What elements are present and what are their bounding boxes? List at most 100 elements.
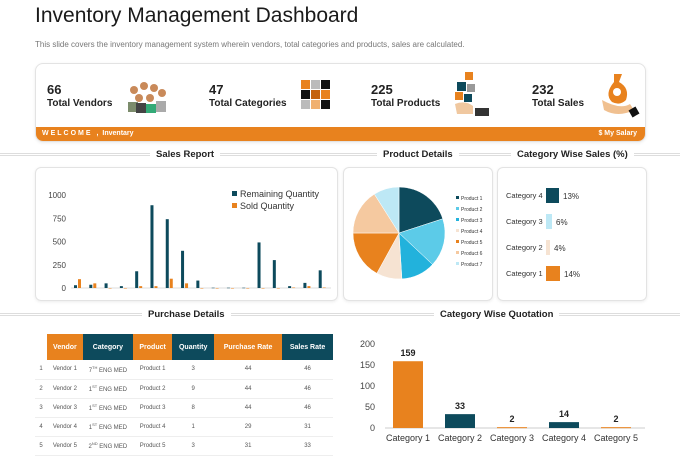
purchase-rate-cell: 44 xyxy=(214,379,283,399)
table-header-row: Vendor Category Product Quantity Purchas… xyxy=(35,334,333,360)
welcome-text: WELCOME , xyxy=(42,130,101,137)
bar-sold-quantity xyxy=(200,288,204,289)
y-tick-label: 0 xyxy=(62,284,67,293)
category-suffix: TH xyxy=(92,364,98,370)
category-name: ENG MED xyxy=(98,406,127,412)
section-title-sales-report: Sales Report xyxy=(150,149,221,160)
product-cell: Product 2 xyxy=(132,379,173,399)
bar-value-label: 33 xyxy=(455,401,465,411)
section-title-purchase-details: Purchase Details xyxy=(142,309,231,320)
pie-slice xyxy=(352,193,400,234)
category-cell: 2ND ENG MED xyxy=(82,436,133,456)
bar-remaining-quantity xyxy=(74,285,77,288)
row-index: 4 xyxy=(35,417,47,437)
table-row: 3 Vendor 3 1ST ENG MED Product 3 8 44 46 xyxy=(35,398,333,418)
quotation-bar xyxy=(497,427,527,429)
quantity-cell: 9 xyxy=(172,379,215,399)
column-header: Purchase Rate xyxy=(214,334,283,360)
y-tick-label: 1000 xyxy=(48,191,66,200)
category-number: 2 xyxy=(88,444,92,450)
legend-swatch xyxy=(456,251,459,254)
divider xyxy=(0,313,680,316)
category-name: ENG MED xyxy=(98,387,127,393)
legend-label: Product 5 xyxy=(461,240,483,246)
vendor-cell: Vendor 4 xyxy=(47,417,83,437)
table-row: 4 Vendor 4 1ST ENG MED Product 4 1 29 31 xyxy=(35,417,333,437)
category-name: ENG MED xyxy=(98,425,127,431)
bar-remaining-quantity xyxy=(272,260,276,288)
people-group-icon xyxy=(128,82,166,113)
product-cell: Product 3 xyxy=(132,398,173,418)
category-value: 6% xyxy=(556,218,568,227)
bar-remaining-quantity xyxy=(119,286,123,288)
x-tick-label: Category 1 xyxy=(386,433,430,443)
category-cell: 1ST ENG MED xyxy=(82,379,133,399)
kpi-sales: 232 Total Sales xyxy=(532,82,584,109)
kpi-value: 66 xyxy=(47,82,62,97)
category-suffix: ST xyxy=(92,384,98,389)
legend-label: Product 7 xyxy=(461,262,483,268)
bar-sold-quantity xyxy=(215,288,219,289)
kpi-card: 66 Total Vendors 47 Total Categories 225 To… xyxy=(35,63,646,142)
category-name: ENG MED xyxy=(99,444,128,450)
legend-swatch xyxy=(456,240,459,243)
purchase-rate-cell: 44 xyxy=(214,398,283,418)
sales-rate-cell: 46 xyxy=(282,398,333,418)
bar-remaining-quantity xyxy=(288,286,292,288)
legend-swatch xyxy=(456,196,459,199)
bar-remaining-quantity xyxy=(257,242,261,288)
category-suffix: ST xyxy=(92,422,98,427)
page-subtitle: This slide covers the inventory manageme… xyxy=(35,40,465,49)
quotation-bar xyxy=(393,361,423,428)
quantity-cell: 8 xyxy=(172,398,215,418)
legend-label: Product 1 xyxy=(461,196,483,202)
money-bag-hand-icon xyxy=(602,74,640,118)
sales-rate-cell: 33 xyxy=(282,436,333,456)
kpi-vendors: 66 Total Vendors xyxy=(47,82,112,109)
row-index: 3 xyxy=(35,398,47,418)
quantity-cell: 3 xyxy=(172,436,215,456)
bar-sold-quantity xyxy=(123,288,127,289)
legend-label: Product 6 xyxy=(461,251,483,257)
bar-remaining-quantity xyxy=(165,219,169,288)
legend-swatch xyxy=(232,203,237,208)
bar-sold-quantity xyxy=(292,287,296,289)
bar-value-label: 2 xyxy=(509,414,514,424)
category-bar xyxy=(546,188,559,203)
category-number: 1 xyxy=(88,425,93,431)
vendor-cell: Vendor 3 xyxy=(47,398,83,418)
welcome-banner: WELCOME , Inventary $ My Salary xyxy=(36,127,645,141)
legend-swatch xyxy=(232,191,237,196)
row-index: 1 xyxy=(35,360,47,380)
sales-rate-cell: 46 xyxy=(282,379,333,399)
bar-value-label: 2 xyxy=(613,414,618,424)
legend-swatch xyxy=(456,229,459,232)
bar-remaining-quantity xyxy=(196,280,200,288)
bar-remaining-quantity xyxy=(104,283,108,288)
table-row: 1 Vendor 1 7TH ENG MED Product 1 3 44 46 xyxy=(35,360,333,380)
bar-remaining-quantity xyxy=(318,270,322,288)
x-tick-label: Category 3 xyxy=(490,433,534,443)
pie-slice xyxy=(398,218,446,265)
product-cell: Product 5 xyxy=(132,436,173,456)
bar-sold-quantity xyxy=(185,283,189,288)
category-number: 1 xyxy=(88,406,93,412)
y-tick-label: 750 xyxy=(53,214,67,223)
divider xyxy=(0,153,680,156)
category-label: Category 1 xyxy=(506,269,543,278)
legend-label: Product 2 xyxy=(461,207,483,213)
purchase-details-table: Vendor Category Product Quantity Purchas… xyxy=(35,334,333,456)
grid-squares-icon xyxy=(301,80,330,109)
purchase-rate-cell: 29 xyxy=(214,417,283,437)
sales-rate-cell: 31 xyxy=(282,417,333,437)
sales-report-card: 0 250 500 750 1000 Remaining Quantity Sold Qua… xyxy=(35,167,338,301)
vendor-cell: Vendor 2 xyxy=(47,379,83,399)
bar-remaining-quantity xyxy=(226,287,230,289)
kpi-label: Total Categories xyxy=(209,98,287,109)
bar-sold-quantity xyxy=(169,278,173,288)
my-salary-link[interactable]: $ My Salary xyxy=(598,130,637,137)
category-suffix: ND xyxy=(91,441,98,446)
column-header: Category xyxy=(82,334,133,360)
quantity-cell: 3 xyxy=(172,360,215,380)
bar-sold-quantity xyxy=(108,288,112,289)
